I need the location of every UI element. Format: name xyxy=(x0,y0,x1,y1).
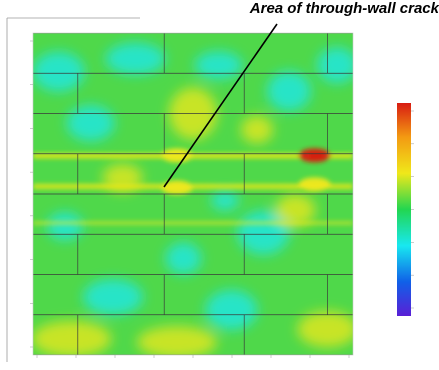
heatmap-blob xyxy=(33,320,112,355)
heatmap-blob xyxy=(83,279,143,316)
heatmap-blob xyxy=(275,194,316,227)
heatmap-hot-spot xyxy=(161,180,193,195)
heatmap-blob xyxy=(137,326,217,355)
heatmap-blob xyxy=(105,42,166,75)
heatmap-blob xyxy=(205,289,258,330)
heatmap-blob xyxy=(47,212,83,241)
heatmap-band xyxy=(33,183,353,189)
heatmap-blob xyxy=(33,51,85,92)
y-axis-ticks xyxy=(30,40,33,348)
heatmap-band xyxy=(33,221,353,225)
heatmap-blobs xyxy=(33,42,353,355)
heatmap-blob xyxy=(267,70,311,111)
heatmap-hot-spot xyxy=(161,148,193,163)
heatmap-hot-core xyxy=(309,152,324,159)
heatmap-blob xyxy=(66,105,115,142)
heatmap-plot-area xyxy=(33,33,353,355)
heatmap-band xyxy=(33,153,353,159)
heatmap-blob xyxy=(165,242,202,275)
heatmap-blob xyxy=(317,47,353,84)
heatmap-hot-spot xyxy=(298,177,331,192)
annotation-label: Area of through-wall crack xyxy=(249,0,439,17)
heatmap-blob xyxy=(211,190,239,211)
heatmap-blob xyxy=(297,311,353,348)
heatmap-blob xyxy=(241,115,273,144)
colorbar xyxy=(397,103,411,316)
brick-grid xyxy=(33,33,353,355)
x-axis-ticks xyxy=(36,355,350,358)
colorbar-ticks xyxy=(411,110,414,309)
heatmap-blob xyxy=(194,51,243,80)
annotation-leader-line xyxy=(163,23,278,188)
